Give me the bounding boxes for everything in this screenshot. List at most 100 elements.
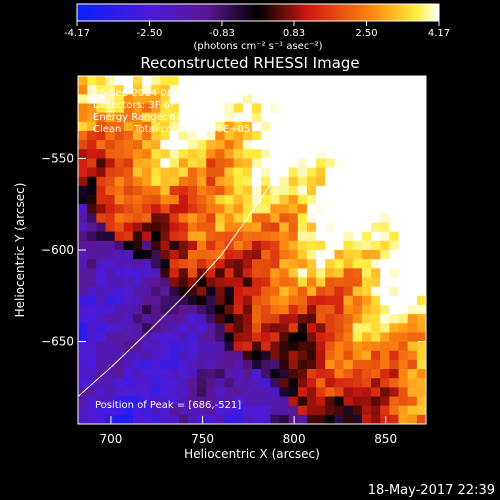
heatmap-cell xyxy=(132,286,143,297)
heatmap-cell xyxy=(169,378,180,388)
heatmap-cell xyxy=(352,195,363,205)
heatmap-cell xyxy=(407,341,418,352)
heatmap-cell xyxy=(261,405,271,416)
heatmap-cell xyxy=(389,341,400,352)
heatmap-cell xyxy=(78,176,88,187)
heatmap-cell xyxy=(78,121,88,132)
heatmap-cell xyxy=(187,240,198,251)
heatmap-cell xyxy=(187,195,198,205)
heatmap-cell xyxy=(361,295,372,306)
heatmap-cell xyxy=(389,85,400,95)
heatmap-cell xyxy=(105,112,116,123)
heatmap-cell xyxy=(380,314,390,324)
heatmap-cell xyxy=(96,277,107,288)
heatmap-cell xyxy=(306,314,317,324)
heatmap-cell xyxy=(87,396,97,407)
heatmap-cell xyxy=(398,240,409,251)
heatmap-cell xyxy=(407,103,418,114)
heatmap-cell xyxy=(361,378,372,388)
heatmap-cell xyxy=(87,76,97,86)
heatmap-cell xyxy=(261,85,271,95)
heatmap-cell xyxy=(270,387,281,398)
heatmap-cell xyxy=(123,76,134,86)
heatmap-cell xyxy=(87,85,97,95)
heatmap-cell xyxy=(224,185,235,196)
heatmap-cell xyxy=(325,250,336,260)
x-axis-label: Heliocentric X (arcsec) xyxy=(184,447,320,461)
heatmap-cell xyxy=(78,130,88,141)
heatmap-cell xyxy=(114,112,125,123)
heatmap-cell xyxy=(215,213,226,224)
heatmap-cell xyxy=(151,304,162,315)
heatmap-cell xyxy=(416,85,426,95)
heatmap-cell xyxy=(416,222,426,233)
heatmap-cell xyxy=(151,213,162,224)
heatmap-cell xyxy=(187,140,198,150)
heatmap-cell xyxy=(361,369,372,379)
heatmap-cell xyxy=(352,167,363,178)
colorbar-tick-label-5: 4.17 xyxy=(428,28,450,39)
heatmap-cell xyxy=(398,387,409,398)
heatmap-cell xyxy=(380,195,390,205)
heatmap-cell xyxy=(389,277,400,288)
heatmap-cell xyxy=(169,140,180,150)
heatmap-cell xyxy=(316,204,326,214)
heatmap-cell xyxy=(160,222,171,233)
heatmap-cell xyxy=(187,405,198,416)
heatmap-cell xyxy=(252,94,262,105)
heatmap-cell xyxy=(416,332,426,343)
heatmap-cell xyxy=(114,277,125,288)
heatmap-cell xyxy=(316,369,326,379)
heatmap-cell xyxy=(261,259,271,269)
heatmap-cell xyxy=(352,341,363,352)
heatmap-cell xyxy=(233,167,244,178)
peak-position-label: Position of Peak = [686,-521] xyxy=(95,400,241,411)
heatmap-cell xyxy=(114,121,125,132)
heatmap-cell xyxy=(78,158,88,169)
heatmap-cell xyxy=(371,85,381,95)
heatmap-cell xyxy=(352,323,363,334)
heatmap-cell xyxy=(343,268,354,279)
colorbar-gradient xyxy=(76,3,440,22)
heatmap-cell xyxy=(288,149,299,160)
heatmap-cell xyxy=(105,85,116,95)
heatmap-cell xyxy=(325,387,336,398)
heatmap-cell xyxy=(316,332,326,343)
colorbar-tick-label-1: -2.50 xyxy=(137,28,163,39)
heatmap-cell xyxy=(178,240,189,251)
heatmap-cell xyxy=(306,94,317,105)
heatmap-cell xyxy=(297,213,308,224)
heatmap-cell xyxy=(416,268,426,279)
heatmap-cell xyxy=(78,185,88,196)
heatmap-cell xyxy=(343,314,354,324)
heatmap-cell xyxy=(380,112,390,123)
heatmap-cell xyxy=(389,121,400,132)
heatmap-cell xyxy=(151,369,162,379)
heatmap-cell xyxy=(215,204,226,214)
heatmap-cell xyxy=(206,121,216,132)
heatmap-cell xyxy=(270,167,281,178)
heatmap-cell xyxy=(233,277,244,288)
heatmap-cell xyxy=(197,103,207,114)
heatmap-cell xyxy=(78,314,88,324)
heatmap-cell xyxy=(361,304,372,315)
heatmap-cell xyxy=(380,277,390,288)
heatmap-cell xyxy=(197,176,207,187)
heatmap-cell xyxy=(96,121,107,132)
heatmap-cell xyxy=(352,76,363,86)
heatmap-cell xyxy=(261,414,271,424)
heatmap-cell xyxy=(398,350,409,361)
heatmap-cell xyxy=(123,112,134,123)
heatmap-cell xyxy=(96,295,107,306)
heatmap-cell xyxy=(325,130,336,141)
heatmap-cell xyxy=(169,314,180,324)
heatmap-cell xyxy=(306,140,317,150)
heatmap-cell xyxy=(306,259,317,269)
heatmap-cell xyxy=(215,396,226,407)
heatmap-cell xyxy=(288,277,299,288)
heatmap-cell xyxy=(224,341,235,352)
heatmap-cell xyxy=(334,167,345,178)
heatmap-cell xyxy=(233,103,244,114)
heatmap-cell xyxy=(87,323,97,334)
heatmap-cell xyxy=(151,250,162,260)
